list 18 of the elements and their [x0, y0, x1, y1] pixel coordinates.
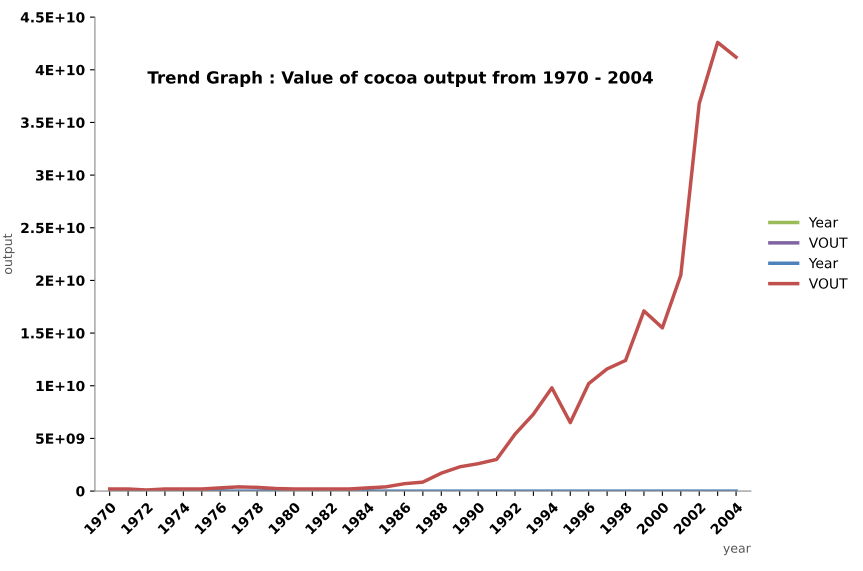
y-tick-label: 0	[76, 486, 85, 497]
y-tick-label: 4E+10	[36, 64, 85, 76]
legend-label: VOUT	[808, 237, 848, 248]
y-tick-label: 1.5E+10	[22, 328, 85, 339]
x-axis-title: year	[723, 546, 751, 556]
legend-label: Year	[808, 217, 838, 228]
y-tick-label: 3E+10	[36, 170, 85, 181]
y-tick-label: 4.5E+10	[20, 12, 85, 23]
y-tick-label: 3.5E+10	[21, 117, 85, 128]
legend-label: VOUT	[808, 278, 848, 289]
text: Trend Graph : Value of cocoa output from 1970 - 2004	[147, 70, 653, 87]
legend-label: Year	[808, 258, 838, 268]
line-series	[108, 40, 738, 492]
y-axis-title: output	[3, 234, 15, 274]
y-tick-label: 5E+09	[36, 433, 84, 444]
y-tick-label: 2.5E+10	[21, 222, 85, 234]
y-tick-label: 2E+10	[36, 275, 85, 286]
y-tick-label: 1E+10	[36, 380, 85, 392]
